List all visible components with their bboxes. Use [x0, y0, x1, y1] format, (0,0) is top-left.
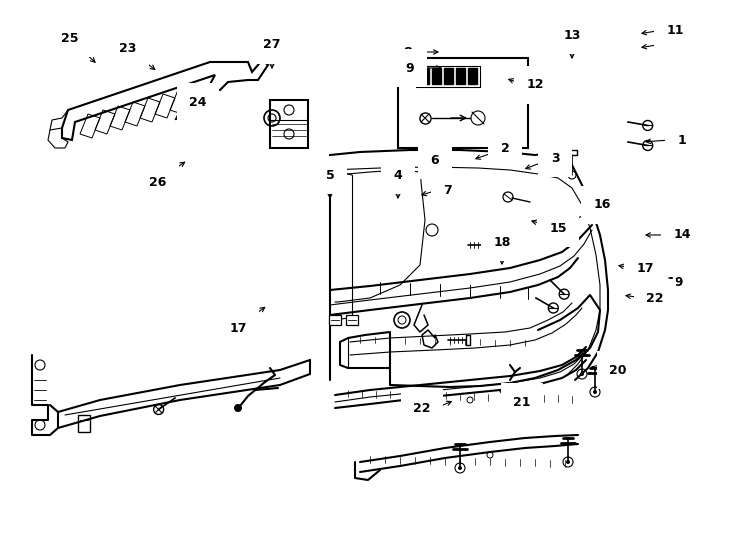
Text: 15: 15	[549, 221, 567, 234]
Text: 22: 22	[646, 292, 664, 305]
Text: 13: 13	[563, 29, 581, 42]
Text: 23: 23	[120, 42, 137, 55]
Circle shape	[458, 466, 462, 470]
Text: 22: 22	[413, 402, 431, 415]
Text: 7: 7	[443, 184, 452, 197]
Text: 8: 8	[404, 45, 413, 58]
Text: 17: 17	[636, 261, 654, 274]
Text: 9: 9	[406, 62, 414, 75]
Text: 11: 11	[666, 24, 684, 37]
Text: 18: 18	[493, 235, 511, 248]
Text: 17: 17	[229, 321, 247, 334]
Circle shape	[234, 404, 242, 412]
Text: 4: 4	[393, 168, 402, 181]
Bar	[468, 68, 477, 84]
Text: 14: 14	[673, 228, 691, 241]
Text: 25: 25	[61, 31, 79, 44]
Circle shape	[580, 372, 584, 376]
Text: 10: 10	[666, 37, 684, 51]
Text: 20: 20	[609, 363, 627, 376]
Text: 12: 12	[526, 78, 544, 91]
Text: 3: 3	[550, 152, 559, 165]
Text: 5: 5	[326, 168, 335, 181]
Text: 19: 19	[666, 275, 683, 288]
Circle shape	[593, 390, 597, 394]
Text: 1: 1	[677, 133, 686, 146]
Text: 2: 2	[501, 141, 509, 154]
Bar	[456, 68, 465, 84]
Polygon shape	[329, 315, 341, 325]
FancyBboxPatch shape	[398, 58, 528, 148]
Bar	[432, 68, 441, 84]
Bar	[420, 68, 429, 84]
Text: 6: 6	[431, 153, 440, 166]
Text: 16: 16	[593, 199, 611, 212]
Polygon shape	[346, 315, 358, 325]
Text: 21: 21	[513, 395, 531, 408]
Text: 24: 24	[189, 96, 207, 109]
Bar	[444, 68, 453, 84]
Circle shape	[566, 460, 570, 464]
Text: 27: 27	[264, 38, 280, 51]
Text: 26: 26	[149, 176, 167, 188]
